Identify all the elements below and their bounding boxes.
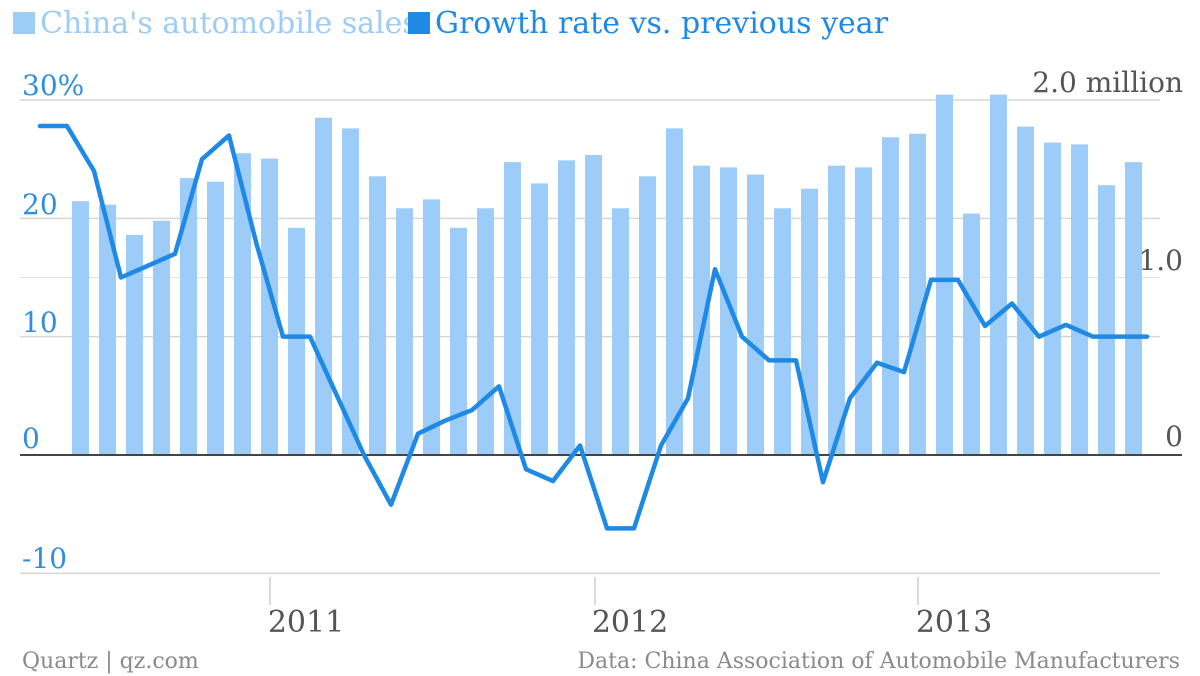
left-tick-label: -10 (22, 542, 67, 575)
right-axis: 2.0 million 1.0 0 (1032, 66, 1183, 453)
sales-bar (1125, 162, 1142, 455)
x-axis: 2011 2012 2013 (268, 577, 992, 640)
legend-swatch-growth (408, 12, 430, 34)
sales-bar (963, 213, 980, 455)
x-tick-label: 2012 (592, 605, 668, 640)
sales-bar (693, 165, 710, 456)
sales-bar (369, 176, 386, 455)
sales-bar (126, 234, 143, 455)
sales-bar (207, 181, 224, 455)
sales-bar (396, 208, 413, 455)
sales-bar (639, 176, 656, 455)
sales-bar (1071, 144, 1088, 455)
sales-bar (774, 208, 791, 455)
legend: China's automobile sales Growth rate vs.… (13, 6, 889, 41)
sales-bar (585, 155, 602, 455)
sales-bar (558, 160, 575, 455)
x-tick-label: 2013 (916, 605, 992, 640)
right-tick-label: 1.0 (1138, 244, 1183, 277)
sales-bar (1098, 185, 1115, 455)
sales-bar (612, 208, 629, 455)
sales-bar (234, 153, 251, 455)
sales-bar (531, 183, 548, 456)
sales-bar (747, 174, 764, 456)
sales-bar (882, 137, 899, 455)
left-tick-label: 30% (22, 69, 84, 102)
sales-bar (423, 199, 440, 455)
sales-bar (801, 188, 818, 455)
sales-bar (666, 128, 683, 455)
sales-bar (288, 227, 305, 455)
sales-bar (72, 201, 89, 455)
sales-bar (342, 128, 359, 455)
sales-bar (315, 117, 332, 455)
growth-line (37, 123, 1150, 531)
left-tick-label: 20 (22, 188, 58, 221)
sales-bar (504, 162, 521, 455)
sales-bar (990, 94, 1007, 456)
sales-bar (855, 167, 872, 455)
sales-bar (450, 227, 467, 455)
sales-bar (1044, 142, 1061, 455)
right-tick-label: 0 (1165, 420, 1183, 453)
source-credit: Quartz | qz.com (22, 649, 199, 674)
sales-bar (720, 167, 737, 455)
sales-bar (153, 220, 170, 455)
sales-bar (477, 208, 494, 455)
data-source-note: Data: China Association of Automobile Ma… (577, 649, 1180, 674)
sales-bar (909, 133, 926, 455)
left-tick-label: 0 (22, 422, 40, 455)
legend-label-sales: China's automobile sales (40, 6, 418, 41)
x-tick-label: 2011 (268, 605, 344, 640)
growth-line-series (37, 123, 1150, 531)
sales-bar (936, 94, 953, 456)
left-tick-label: 10 (22, 306, 58, 339)
bar-series (72, 94, 1142, 456)
sales-bar (99, 204, 116, 455)
legend-label-growth: Growth rate vs. previous year (435, 6, 889, 41)
left-axis: 30% 20 10 0 -10 (22, 69, 84, 575)
sales-bar (180, 178, 197, 455)
sales-bar (261, 158, 278, 455)
sales-bar (1017, 126, 1034, 455)
legend-swatch-sales (13, 12, 35, 34)
right-tick-label: 2.0 million (1032, 66, 1183, 99)
sales-bar (828, 165, 845, 456)
